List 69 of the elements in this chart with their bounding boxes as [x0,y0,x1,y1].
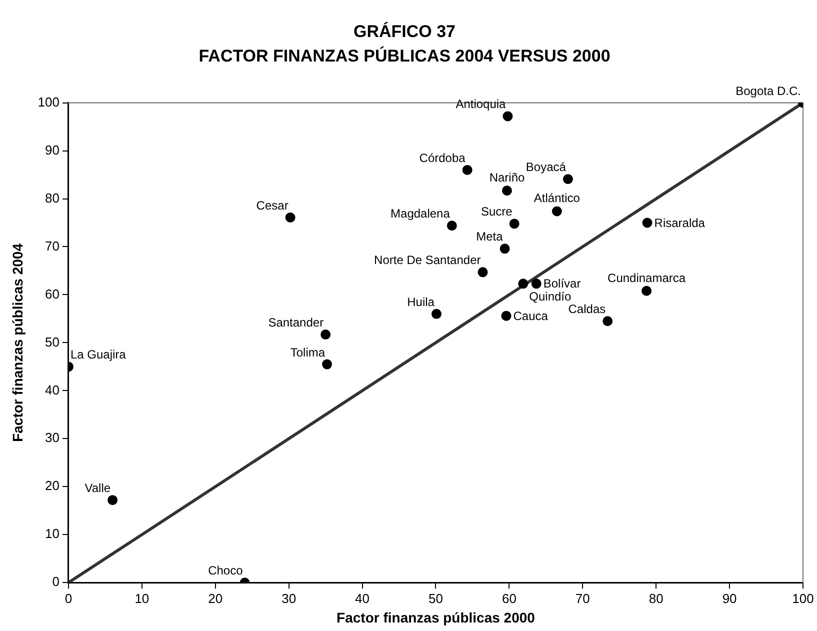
annotation: Choco [208,564,244,578]
annotation: Boyacá [526,160,566,174]
point [322,359,332,370]
point [502,186,512,196]
x-axis-title: Factor finanzas públicas 2000 [336,609,536,626]
annotation: Bogota D.C. [736,84,802,98]
chart-subtitle: FACTOR FINANZAS PÚBLICAS 2004 VERSUS 2000 [198,45,610,66]
y-tick-label: 20 [45,478,60,494]
annotation: La Guajira [70,348,126,362]
point [500,244,510,254]
annotation: Caldas [568,302,606,316]
x-tick-label: 10 [134,590,150,606]
point [108,495,118,506]
annotation: Sucre [480,204,513,219]
annotation: Santander [268,316,324,330]
x-tick-label: 80 [648,590,664,606]
annotation: Córdoba [419,150,466,165]
point [501,310,512,321]
x-tick-label: 20 [208,590,223,606]
point [320,330,331,340]
annotation: Magdalena [390,206,450,221]
y-tick-label: 50 [45,334,60,350]
annotation: Norte De Santander [374,253,481,268]
y-tick-label: 70 [45,238,60,254]
point [509,218,520,229]
annotation: Bolívar [543,276,581,291]
point [642,286,652,296]
y-tick-label: 30 [45,430,60,446]
y-tick-label: 40 [45,382,60,398]
y-tick-label: 0 [52,574,60,590]
point [446,220,457,231]
point [431,308,442,319]
annotation: Quindío [529,290,572,304]
point [552,206,562,216]
annotation: Huila [407,294,435,309]
x-tick-label: 40 [355,590,370,606]
x-tick-label: 60 [502,590,516,606]
annotation: Valle [84,481,111,496]
annotation: Atlántico [534,191,580,206]
annotation: Tolima [290,345,326,360]
annotation: Cundinamarca [608,270,686,285]
annotation: Nariño [489,170,525,185]
y-tick-label: 10 [45,526,60,542]
y-tick-label: 60 [45,286,60,302]
annotation: Meta [476,230,504,244]
x-tick-label: 0 [64,590,72,606]
x-tick-label: 50 [428,590,443,606]
y-axis-title: Factor finanzas públicas 2004 [9,243,26,442]
point [562,174,573,184]
y-tick-label: 90 [45,142,60,158]
x-tick-label: 30 [282,590,296,606]
point [285,212,296,222]
annotation: Antioquia [456,97,506,112]
annotation: Risaralda [654,216,706,230]
point [531,278,542,289]
chart-title: GRÁFICO 37 [353,20,456,41]
x-tick-label: 90 [722,590,737,606]
y-tick-label: 100 [38,94,60,110]
point [518,278,528,289]
point [642,218,652,228]
annotation: Cesar [256,198,288,212]
point [462,164,472,175]
y-tick-label: 80 [45,190,60,206]
point [602,316,613,326]
point [502,111,513,122]
annotation: Cauca [513,308,548,323]
x-tick-label: 70 [575,590,590,606]
point [478,267,488,278]
x-tick-label: 100 [792,590,814,606]
